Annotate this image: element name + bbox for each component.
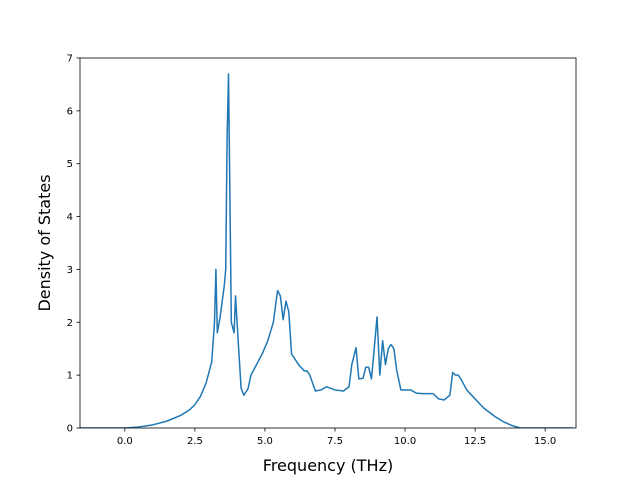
dos-series-line [80, 73, 574, 428]
y-tick-label: 6 [67, 106, 73, 117]
x-tick-label: 12.5 [464, 436, 486, 447]
y-tick-label: 1 [67, 371, 73, 382]
y-tick-label: 2 [67, 318, 73, 329]
y-axis-label: Density of States [35, 174, 54, 311]
x-tick-label: 7.5 [327, 436, 343, 447]
x-tick-label: 5.0 [257, 436, 273, 447]
y-tick-label: 4 [67, 212, 73, 223]
plot-area [80, 73, 574, 428]
y-tick-label: 7 [67, 54, 73, 65]
y-axis: 0 1 2 3 4 5 6 7 [67, 54, 80, 435]
x-tick-label: 2.5 [187, 436, 203, 447]
y-tick-label: 3 [67, 265, 73, 276]
x-axis-label: Frequency (THz) [263, 456, 393, 475]
x-tick-label: 15.0 [534, 436, 556, 447]
x-tick-label: 0.0 [117, 436, 133, 447]
y-tick-label: 0 [67, 424, 73, 435]
plot-frame [79, 57, 577, 429]
x-tick-label: 10.0 [394, 436, 416, 447]
x-axis: 0.0 2.5 5.0 7.5 10.0 12.5 15.0 [117, 428, 556, 447]
y-tick-label: 5 [67, 159, 73, 170]
